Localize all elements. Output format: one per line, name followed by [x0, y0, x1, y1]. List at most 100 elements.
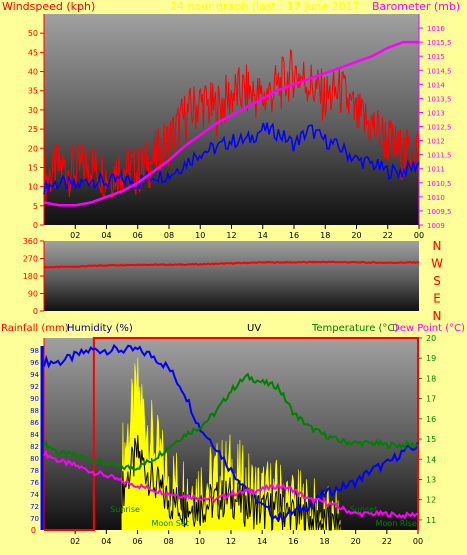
- wind-tick-label: 5: [33, 202, 38, 211]
- humidity-tick-label: 74: [30, 491, 39, 499]
- dew-point-line: [43, 449, 419, 520]
- humidity-tick-label: 84: [30, 431, 39, 439]
- wind-tick-label: 45: [28, 48, 38, 57]
- temp-tick-label: 16: [426, 415, 436, 424]
- temp-tick-label: 18: [426, 374, 436, 383]
- barometer-tick-label: 1013,5: [427, 95, 452, 103]
- temp-tick-label: 13: [426, 475, 436, 484]
- humidity-tick-label: 70: [30, 515, 39, 523]
- wind-axis-label: Windspeed (kph): [2, 0, 95, 13]
- direction-tick-label: 270: [23, 255, 38, 264]
- wind-tick-label: 25: [28, 125, 38, 134]
- time-tick-label: 02: [70, 537, 80, 546]
- direction-tick-label: 360: [23, 237, 38, 246]
- time-tick-label: 22: [382, 537, 392, 546]
- time-tick-label: 22: [383, 231, 393, 240]
- time-tick-label: 12: [226, 537, 236, 546]
- time-tick-label: 16: [289, 231, 299, 240]
- time-tick-label: 02: [70, 231, 80, 240]
- time-tick-label: 14: [258, 231, 268, 240]
- humidity-tick-label: 72: [30, 503, 39, 511]
- wind-direction-line: [43, 260, 420, 269]
- temp-tick-label: 17: [426, 395, 436, 404]
- time-tick-label: 18: [319, 537, 329, 546]
- direction-plot-area: [44, 241, 419, 311]
- direction-tick-label: 180: [23, 272, 38, 281]
- wind-tick-label: 10: [28, 183, 38, 192]
- barometer-tick-label: 1009,5: [427, 208, 452, 216]
- panel3-header-label: Temperature (°C): [311, 323, 398, 334]
- humidity-tick-label: 96: [30, 359, 39, 367]
- humidity-tick-label: 82: [30, 443, 39, 451]
- rain-total-line: [44, 337, 419, 531]
- direction-tick-label: 0: [33, 307, 38, 316]
- wind-tick-label: 30: [28, 106, 38, 115]
- compass-label: N: [433, 239, 442, 253]
- temp-tick-label: 11: [426, 516, 436, 525]
- barometer-tick-label: 1015: [427, 53, 445, 61]
- barometer-tick-label: 1010: [427, 194, 445, 202]
- barometer-tick-label: 1011,5: [427, 152, 452, 160]
- chart-title: 24 hour graph (last : 17 June 2017: [170, 0, 360, 13]
- time-tick-label: 10: [195, 537, 205, 546]
- time-tick-label: 20: [351, 537, 361, 546]
- time-tick-label: 06: [132, 537, 142, 546]
- wind-average-line: [43, 122, 420, 195]
- barometer-tick-label: 1014,5: [427, 67, 452, 75]
- humidity-tick-label: 86: [30, 419, 39, 427]
- humidity-tick-label: 98: [30, 347, 39, 355]
- panel3-header-label: Dew Point (°C): [392, 323, 465, 334]
- time-tick-label: 04: [101, 231, 111, 240]
- humidity-tick-label: 78: [30, 467, 39, 475]
- barometer-tick-label: 1012,5: [427, 124, 452, 132]
- barometer-axis-label: Barometer (mb): [372, 0, 460, 13]
- astro-annotation: Sunset: [350, 505, 377, 514]
- panel3-header-label: Rainfall (mm): [1, 323, 69, 334]
- time-tick-label: 08: [164, 231, 174, 240]
- humidity-tick-label: 94: [30, 371, 39, 379]
- time-tick-label: 12: [226, 231, 236, 240]
- temp-tick-label: 20: [426, 334, 436, 343]
- humidity-tick-label: 80: [30, 455, 39, 463]
- wind-tick-label: 50: [28, 29, 38, 38]
- barometer-line: [43, 40, 419, 207]
- temp-tick-label: 12: [426, 496, 436, 505]
- wind-barometer-panel: Windspeed (kph) 24 hour graph (last : 17…: [2, 0, 460, 240]
- time-tick-label: 08: [164, 537, 174, 546]
- wind-tick-label: 40: [28, 68, 38, 77]
- time-tick-label: 00: [413, 537, 423, 546]
- wind-speed-line: [43, 49, 420, 206]
- solar-line: [121, 435, 341, 532]
- compass-label: N: [433, 309, 442, 323]
- barometer-tick-label: 1015,5: [427, 39, 452, 47]
- temp-tick-label: 14: [426, 455, 436, 464]
- time-tick-label: 14: [257, 537, 267, 546]
- barometer-tick-label: 1010,5: [427, 180, 452, 188]
- humidity-tick-label: 90: [30, 395, 39, 403]
- temp-humidity-panel: Rainfall (mm)Humidity (%) UV Temperature (…: [1, 323, 465, 546]
- panel3-header-label: Humidity (%): [67, 323, 133, 334]
- compass-label: E: [433, 292, 441, 306]
- rain-tick-label: 0: [31, 526, 36, 535]
- barometer-tick-label: 1016: [427, 25, 445, 33]
- direction-tick-label: 90: [28, 290, 38, 299]
- temp-tick-label: 15: [426, 435, 436, 444]
- barometer-tick-label: 1013: [427, 109, 445, 117]
- wind-tick-label: 20: [28, 144, 38, 153]
- humidity-tick-label: 88: [30, 407, 39, 415]
- time-tick-label: 18: [320, 231, 330, 240]
- time-tick-label: 16: [288, 537, 298, 546]
- time-tick-label: 00: [414, 231, 424, 240]
- barometer-tick-label: 1012: [427, 138, 445, 146]
- wind-tick-label: 35: [28, 87, 38, 96]
- time-tick-label: 06: [133, 231, 143, 240]
- wind-tick-label: 15: [28, 163, 38, 172]
- astro-annotation: Moon Set: [151, 519, 188, 528]
- temperature-line: [43, 372, 419, 471]
- barometer-tick-label: 1014: [427, 81, 445, 89]
- time-tick-label: 20: [351, 231, 361, 240]
- barometer-tick-label: 1011: [427, 166, 445, 174]
- barometer-tick-label: 1009: [427, 222, 445, 230]
